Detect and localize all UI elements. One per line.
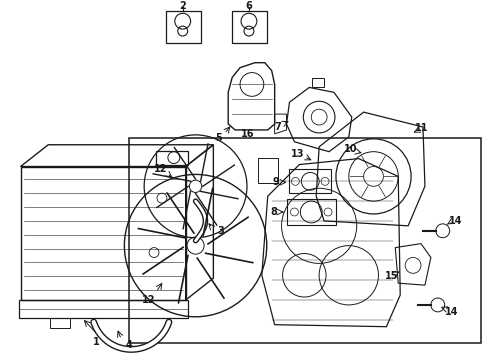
Text: 3: 3	[217, 226, 223, 236]
Text: 1: 1	[93, 337, 100, 347]
Text: 12: 12	[143, 295, 156, 305]
Bar	[232, 11, 267, 43]
Text: 12: 12	[154, 165, 168, 175]
Bar	[258, 158, 278, 183]
Text: 13: 13	[291, 149, 304, 159]
Text: 2: 2	[179, 1, 186, 12]
Text: 5: 5	[215, 133, 221, 143]
Text: 8: 8	[270, 207, 277, 217]
Text: 6: 6	[245, 1, 252, 12]
Text: 14: 14	[445, 307, 458, 317]
Text: 7: 7	[274, 122, 281, 132]
Text: 4: 4	[126, 341, 133, 351]
Text: 10: 10	[344, 144, 358, 154]
Text: 9: 9	[272, 177, 279, 187]
Text: 15: 15	[385, 271, 398, 281]
Text: 16: 16	[241, 129, 255, 139]
Bar	[129, 138, 481, 343]
Bar	[166, 11, 200, 43]
Text: 11: 11	[415, 123, 429, 133]
Text: 14: 14	[449, 216, 463, 226]
